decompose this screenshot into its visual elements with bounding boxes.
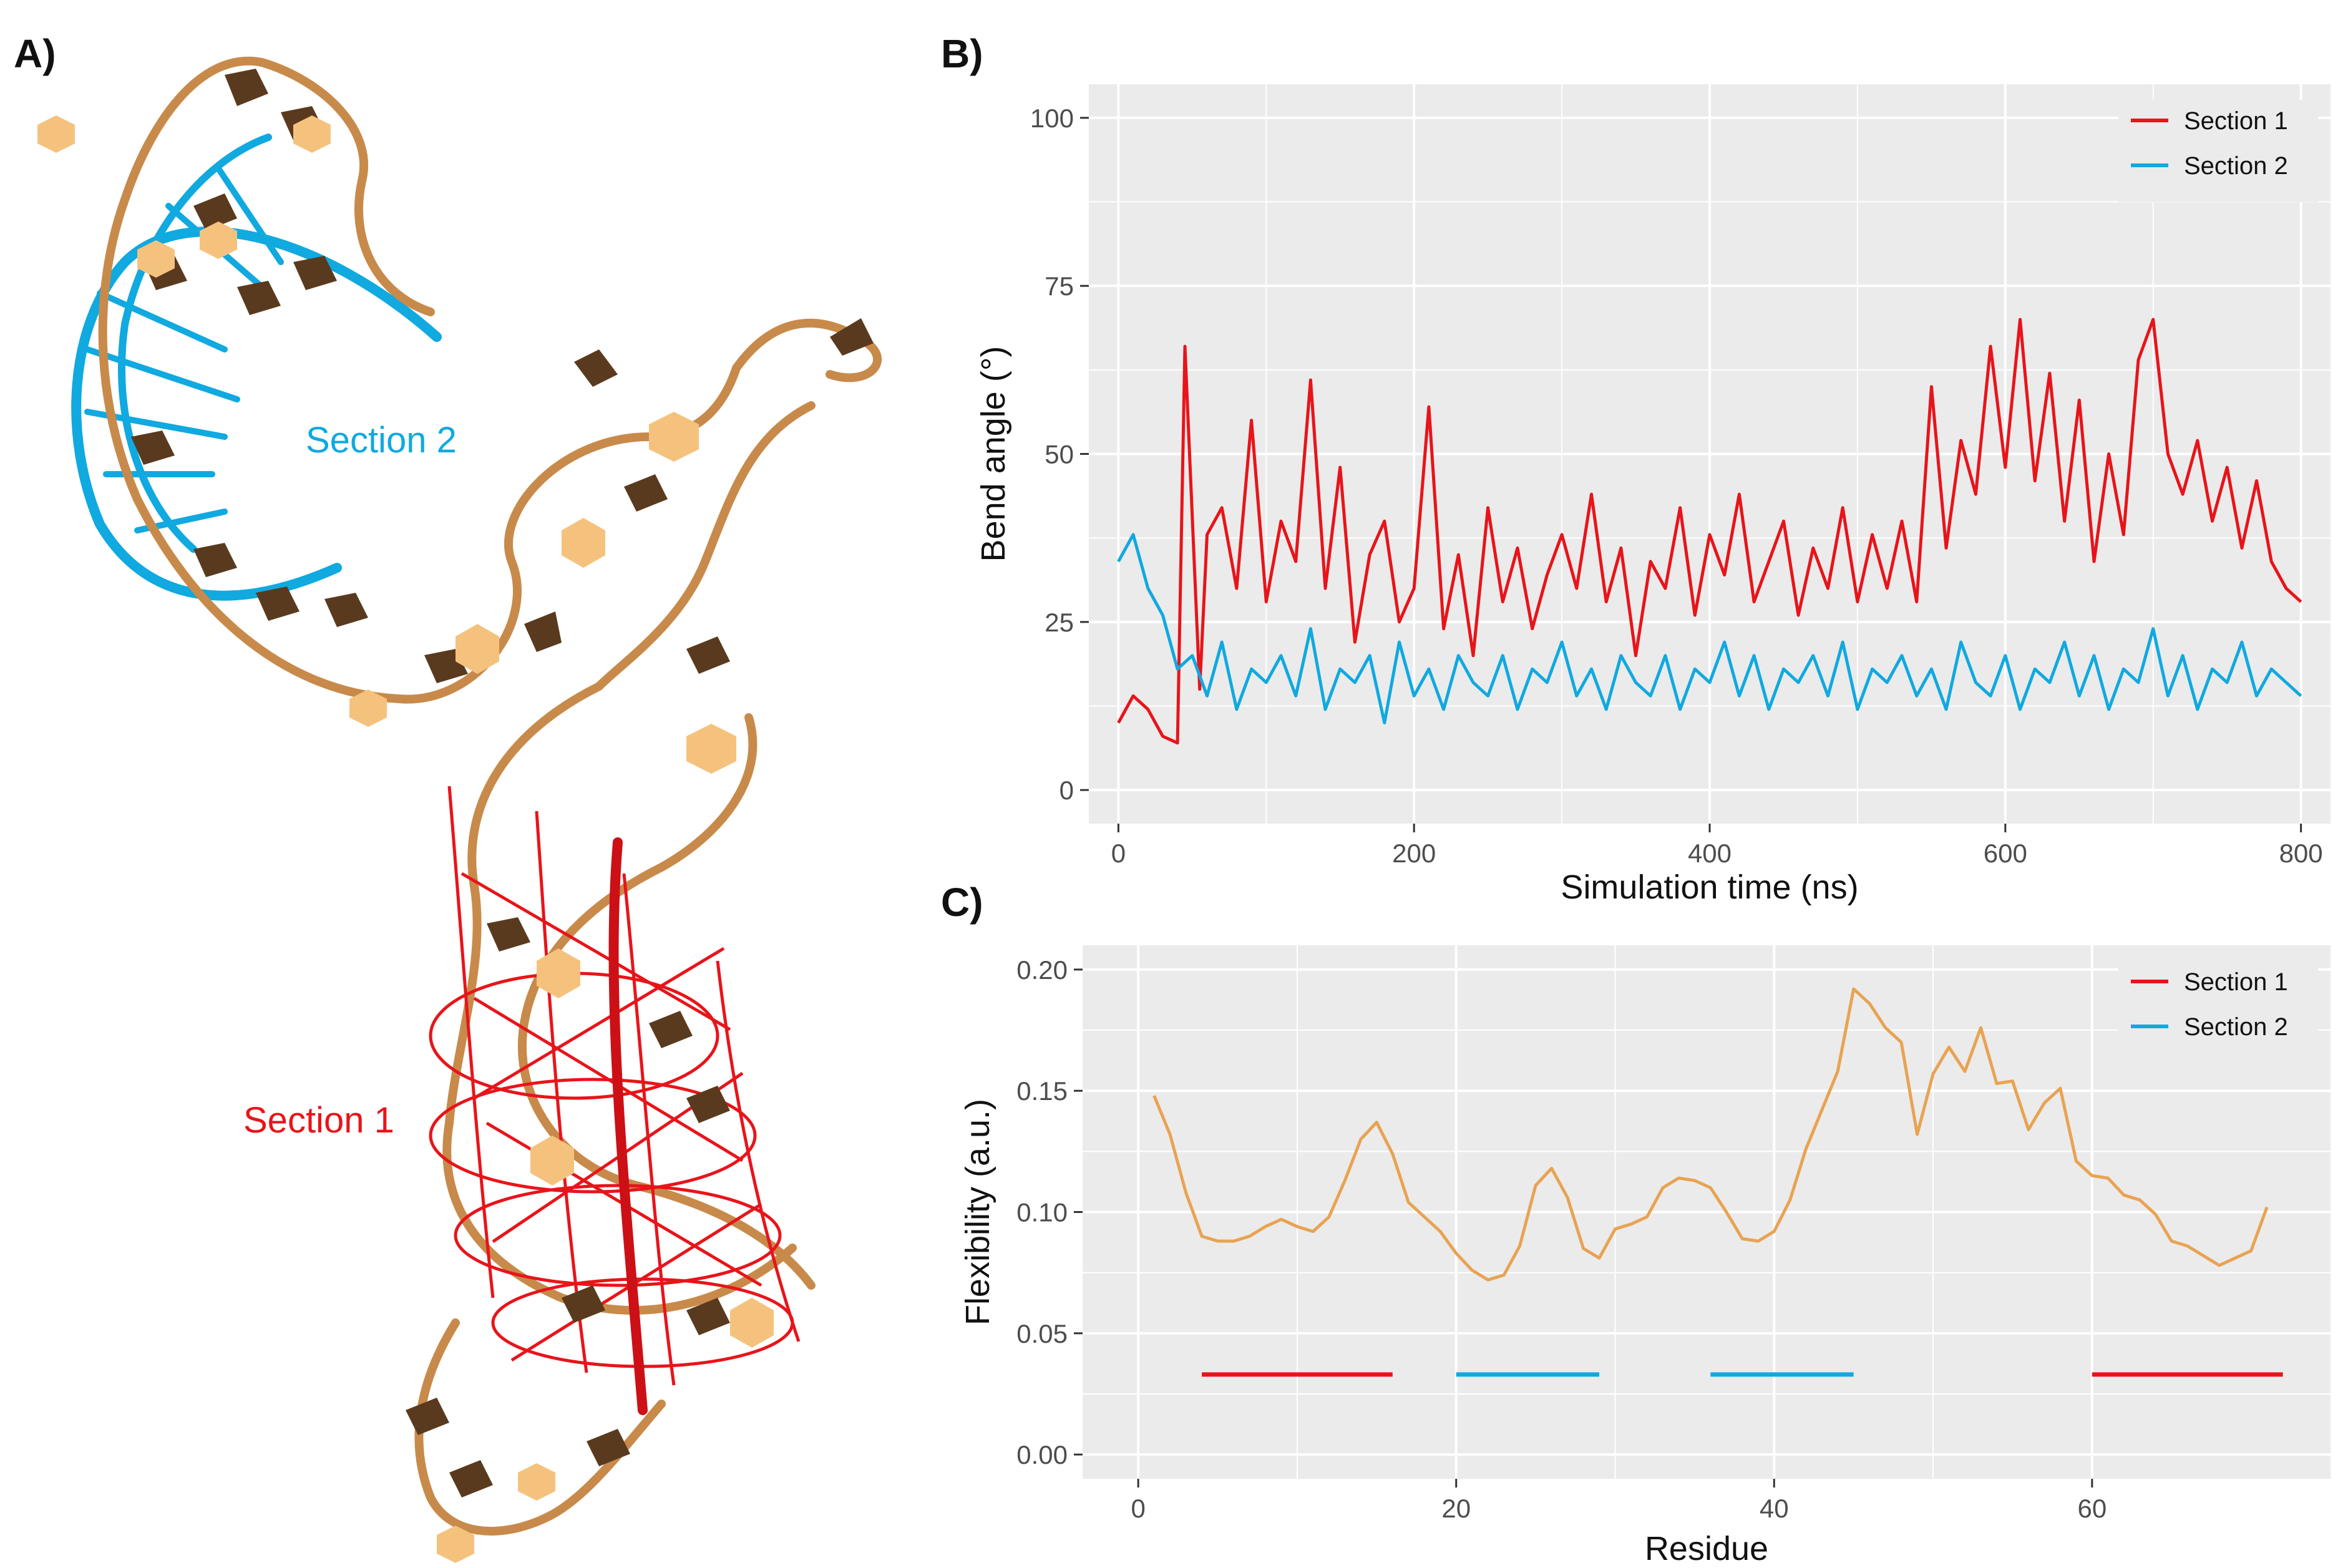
base-light: [137, 240, 175, 278]
base-dark: [686, 1298, 730, 1335]
x-tick-label: 0: [1131, 1494, 1145, 1523]
base-dark: [587, 1429, 630, 1466]
base-dark: [487, 917, 530, 952]
bend-angle-chart: B) 0 200 400 600 800 0 25 50 75 100 Simulation ti…: [941, 31, 2331, 906]
base-dark: [131, 431, 175, 465]
x-tick-label: 600: [1984, 839, 2027, 868]
base-light: [537, 948, 580, 998]
base-dark: [830, 318, 874, 356]
base-dark: [256, 587, 300, 621]
legend: Section 1 Section 2: [2118, 961, 2318, 1063]
gridlines: [1089, 84, 2331, 824]
legend-label: Section 1: [2184, 968, 2288, 996]
section1-label: Section 1: [243, 1100, 394, 1141]
base-light: [37, 115, 75, 153]
axes: 0 20 40 60 0.00 0.05 0.10 0.15 0.20: [1016, 955, 2107, 1523]
base-light: [293, 115, 331, 153]
section2-label: Section 2: [306, 420, 457, 460]
x-tick-label: 0: [1111, 839, 1126, 868]
base-dark: [562, 1285, 605, 1323]
y-tick-label: 0.10: [1016, 1198, 1068, 1227]
panel-label-a: A): [14, 31, 56, 76]
base-dark: [686, 636, 730, 674]
series-line-section-2: [1117, 533, 2302, 724]
base-light: [518, 1463, 555, 1501]
axes: 0 200 400 600 800 0 25 50 75 100: [1030, 104, 2323, 868]
base-dark: [524, 611, 562, 652]
base-dark: [293, 256, 337, 290]
x-tick-label: 400: [1688, 839, 1732, 868]
base-dark: [624, 474, 668, 512]
panel-label-c: C): [941, 880, 983, 925]
y-tick-label: 50: [1045, 440, 1074, 469]
x-axis-title: Simulation time (ns): [1561, 869, 1858, 906]
base-dark: [406, 1398, 449, 1435]
base-light: [200, 222, 237, 259]
y-axis-title: Flexibility (a.u.): [959, 1099, 996, 1325]
y-tick-label: 0.15: [1016, 1076, 1068, 1106]
base-dark: [449, 1460, 493, 1497]
flexibility-chart: C) 0 20 40 60 0.00 0.05 0.10 0.15 0.20 Residue F…: [941, 880, 2331, 1567]
series-group: [1152, 987, 2283, 1377]
x-tick-label: 40: [1760, 1494, 1789, 1523]
base-light: [562, 518, 605, 568]
base-light: [455, 624, 499, 674]
y-tick-label: 0.20: [1016, 955, 1068, 985]
y-axis-title: Bend angle (°): [975, 346, 1012, 562]
section2-helix: [71, 134, 442, 601]
base-dark: [574, 349, 618, 387]
y-tick-label: 0: [1060, 776, 1074, 805]
base-light: [437, 1526, 474, 1563]
base-dark: [225, 69, 268, 106]
base-dark: [237, 281, 281, 315]
x-tick-label: 60: [2077, 1494, 2107, 1523]
y-tick-label: 0.00: [1016, 1440, 1068, 1469]
base-light: [686, 724, 736, 774]
x-axis-title: Residue: [1645, 1530, 1768, 1567]
legend-box: [2118, 100, 2318, 202]
panel-label-b: B): [941, 31, 983, 76]
base-light: [730, 1298, 774, 1348]
y-tick-label: 100: [1030, 104, 1074, 133]
legend-label: Section 1: [2184, 107, 2288, 135]
y-tick-label: 25: [1045, 608, 1074, 637]
nucleobases: [37, 69, 874, 1563]
legend-box: [2118, 961, 2318, 1063]
section1-axis: [608, 837, 648, 1415]
series-group: [1117, 318, 2302, 745]
base-dark: [193, 543, 237, 577]
series-line-flexibility: [1152, 987, 2269, 1282]
base-dark: [649, 1011, 693, 1048]
y-tick-label: 75: [1045, 271, 1074, 301]
y-tick-label: 0.05: [1016, 1319, 1068, 1348]
legend-label: Section 2: [2184, 1013, 2288, 1041]
legend: Section 1 Section 2: [2118, 100, 2318, 202]
base-light: [649, 412, 699, 462]
base-dark: [686, 1086, 730, 1123]
x-tick-label: 20: [1441, 1494, 1471, 1523]
base-dark: [193, 193, 237, 231]
base-light: [349, 689, 387, 727]
x-tick-label: 200: [1392, 839, 1436, 868]
base-light: [530, 1136, 574, 1186]
base-dark: [324, 593, 368, 627]
x-tick-label: 800: [2279, 839, 2323, 868]
legend-label: Section 2: [2184, 152, 2288, 180]
molecule-panel: A): [14, 31, 882, 1563]
series-line-section-1: [1117, 318, 2302, 745]
